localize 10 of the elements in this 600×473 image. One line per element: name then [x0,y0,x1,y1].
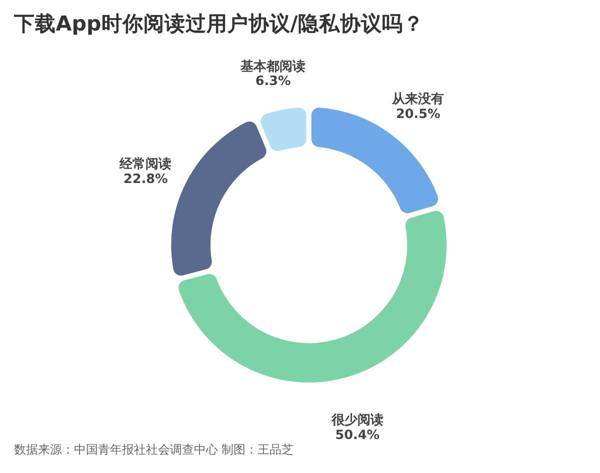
slice-label: 经常阅读 [118,157,172,172]
data-label: 20.5% [396,107,440,122]
slice-label: 基本都阅读 [240,59,306,74]
data-label: 22.8% [124,172,168,187]
source-note: 数据来源：中国青年报社社会调查中心 制图：王品芝 [14,442,294,456]
slice-label: 从来没有 [391,92,444,108]
slice-label: 很少阅读 [330,413,384,428]
data-label: 50.4% [335,428,380,443]
data-label: 6.3% [255,74,291,90]
chart-title: 下载App时你阅读过用户协议/隐私协议吗？ [12,11,424,36]
